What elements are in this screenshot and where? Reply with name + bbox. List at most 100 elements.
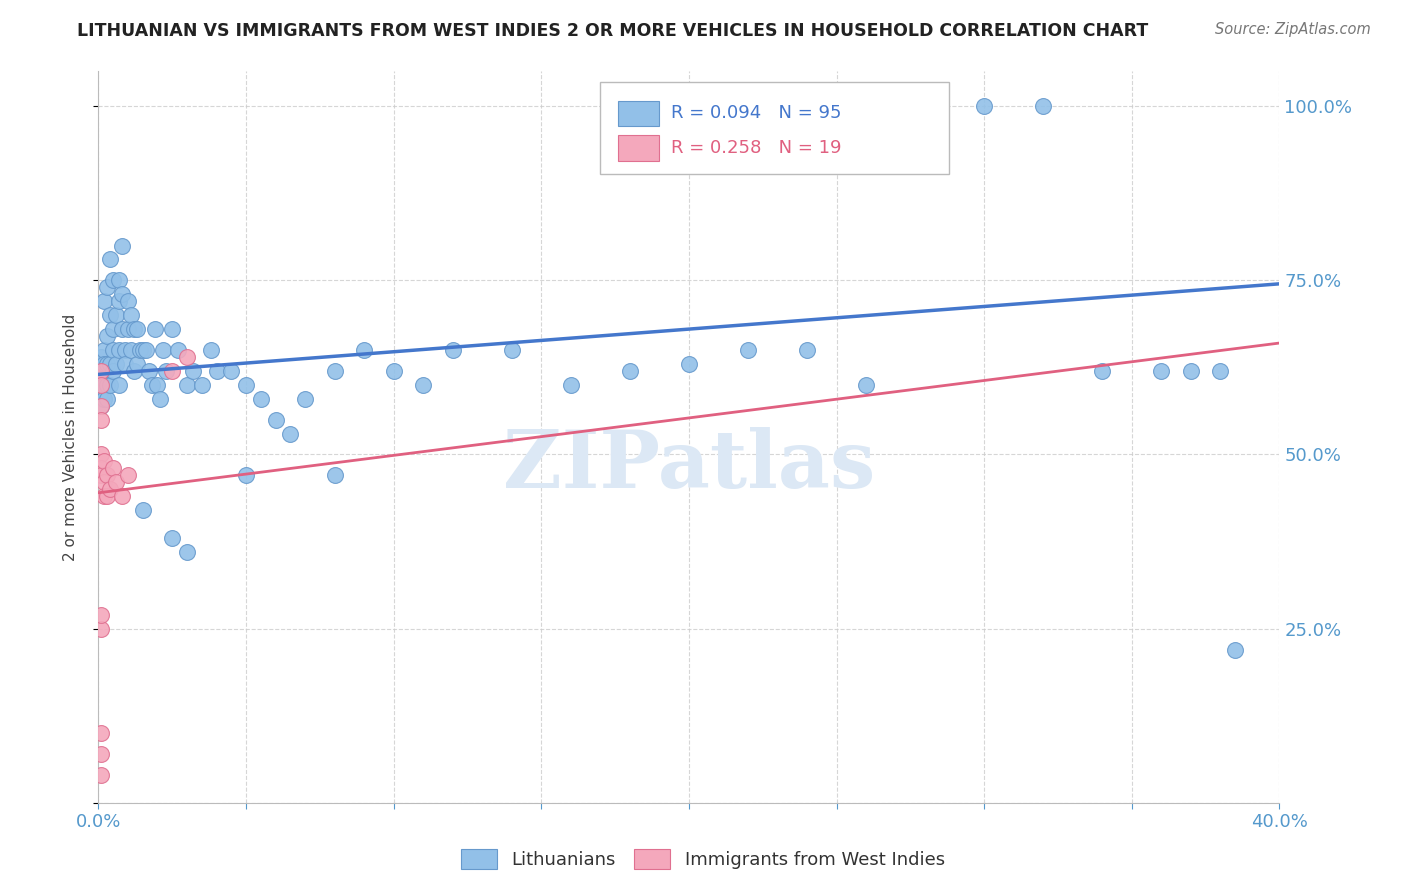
Point <box>678 357 700 371</box>
Point <box>90 384 112 399</box>
Point <box>108 377 131 392</box>
Point <box>117 322 139 336</box>
Point <box>90 392 112 406</box>
Point <box>90 607 112 622</box>
Point <box>90 377 112 392</box>
Point <box>93 475 115 490</box>
Point <box>96 329 118 343</box>
Point <box>90 371 112 385</box>
Point <box>98 357 121 371</box>
Point <box>111 322 134 336</box>
Point <box>90 364 112 378</box>
Point <box>152 343 174 357</box>
Point <box>120 308 142 322</box>
Point <box>90 412 112 426</box>
Point <box>294 392 316 406</box>
Point <box>105 308 128 322</box>
Point <box>103 273 125 287</box>
Point <box>382 364 405 378</box>
Point <box>176 377 198 392</box>
Point <box>105 475 128 490</box>
Point <box>108 273 131 287</box>
Point <box>90 350 112 364</box>
Point <box>103 364 125 378</box>
Point <box>353 343 375 357</box>
Point <box>93 357 115 371</box>
Point <box>737 343 759 357</box>
Point <box>93 377 115 392</box>
Point <box>108 343 131 357</box>
Point <box>111 287 134 301</box>
Point <box>96 280 118 294</box>
Point <box>914 99 936 113</box>
Point <box>323 468 346 483</box>
Point <box>1225 642 1247 657</box>
Point <box>1032 99 1054 113</box>
Point <box>98 377 121 392</box>
Point <box>181 364 204 378</box>
Point <box>90 399 112 413</box>
Point <box>200 343 222 357</box>
Point <box>117 294 139 309</box>
Point <box>1150 364 1173 378</box>
Point <box>93 454 115 468</box>
Text: R = 0.094   N = 95: R = 0.094 N = 95 <box>671 104 842 122</box>
Text: LITHUANIAN VS IMMIGRANTS FROM WEST INDIES 2 OR MORE VEHICLES IN HOUSEHOLD CORREL: LITHUANIAN VS IMMIGRANTS FROM WEST INDIE… <box>77 22 1149 40</box>
Point <box>176 545 198 559</box>
Point <box>103 343 125 357</box>
Point <box>560 377 582 392</box>
Point <box>90 726 112 740</box>
Point <box>122 364 145 378</box>
Point <box>280 426 302 441</box>
Point <box>205 364 228 378</box>
Point <box>96 377 118 392</box>
Point <box>132 503 155 517</box>
Point <box>90 377 112 392</box>
Point <box>120 343 142 357</box>
Point <box>155 364 177 378</box>
Point <box>90 461 112 475</box>
Point <box>117 468 139 483</box>
Point <box>90 768 112 782</box>
Point <box>176 350 198 364</box>
Point <box>501 343 523 357</box>
Point <box>138 364 160 378</box>
Point <box>98 308 121 322</box>
Point <box>441 343 464 357</box>
Point <box>98 252 121 267</box>
Point <box>619 364 641 378</box>
Point <box>90 747 112 761</box>
Point <box>1209 364 1232 378</box>
Point <box>90 357 112 371</box>
Legend: Lithuanians, Immigrants from West Indies: Lithuanians, Immigrants from West Indies <box>453 839 953 879</box>
Point <box>128 343 150 357</box>
Y-axis label: 2 or more Vehicles in Household: 2 or more Vehicles in Household <box>63 313 77 561</box>
Point <box>135 343 157 357</box>
Point <box>93 489 115 503</box>
Point <box>122 322 145 336</box>
Point <box>90 364 112 378</box>
Point <box>132 343 155 357</box>
Point <box>90 468 112 483</box>
Text: Source: ZipAtlas.com: Source: ZipAtlas.com <box>1215 22 1371 37</box>
Point <box>103 461 125 475</box>
Point <box>90 399 112 413</box>
Point <box>96 357 118 371</box>
Point <box>90 448 112 462</box>
Point <box>141 377 163 392</box>
Point <box>98 483 121 497</box>
Point <box>323 364 346 378</box>
Point <box>111 238 134 252</box>
Point <box>191 377 214 392</box>
Point <box>235 468 257 483</box>
Point <box>93 392 115 406</box>
Point <box>855 377 877 392</box>
Point <box>93 294 115 309</box>
Point <box>108 294 131 309</box>
Point <box>149 392 172 406</box>
Point <box>114 343 136 357</box>
Point <box>221 364 243 378</box>
Point <box>93 343 115 357</box>
Point <box>412 377 434 392</box>
Point <box>96 468 118 483</box>
